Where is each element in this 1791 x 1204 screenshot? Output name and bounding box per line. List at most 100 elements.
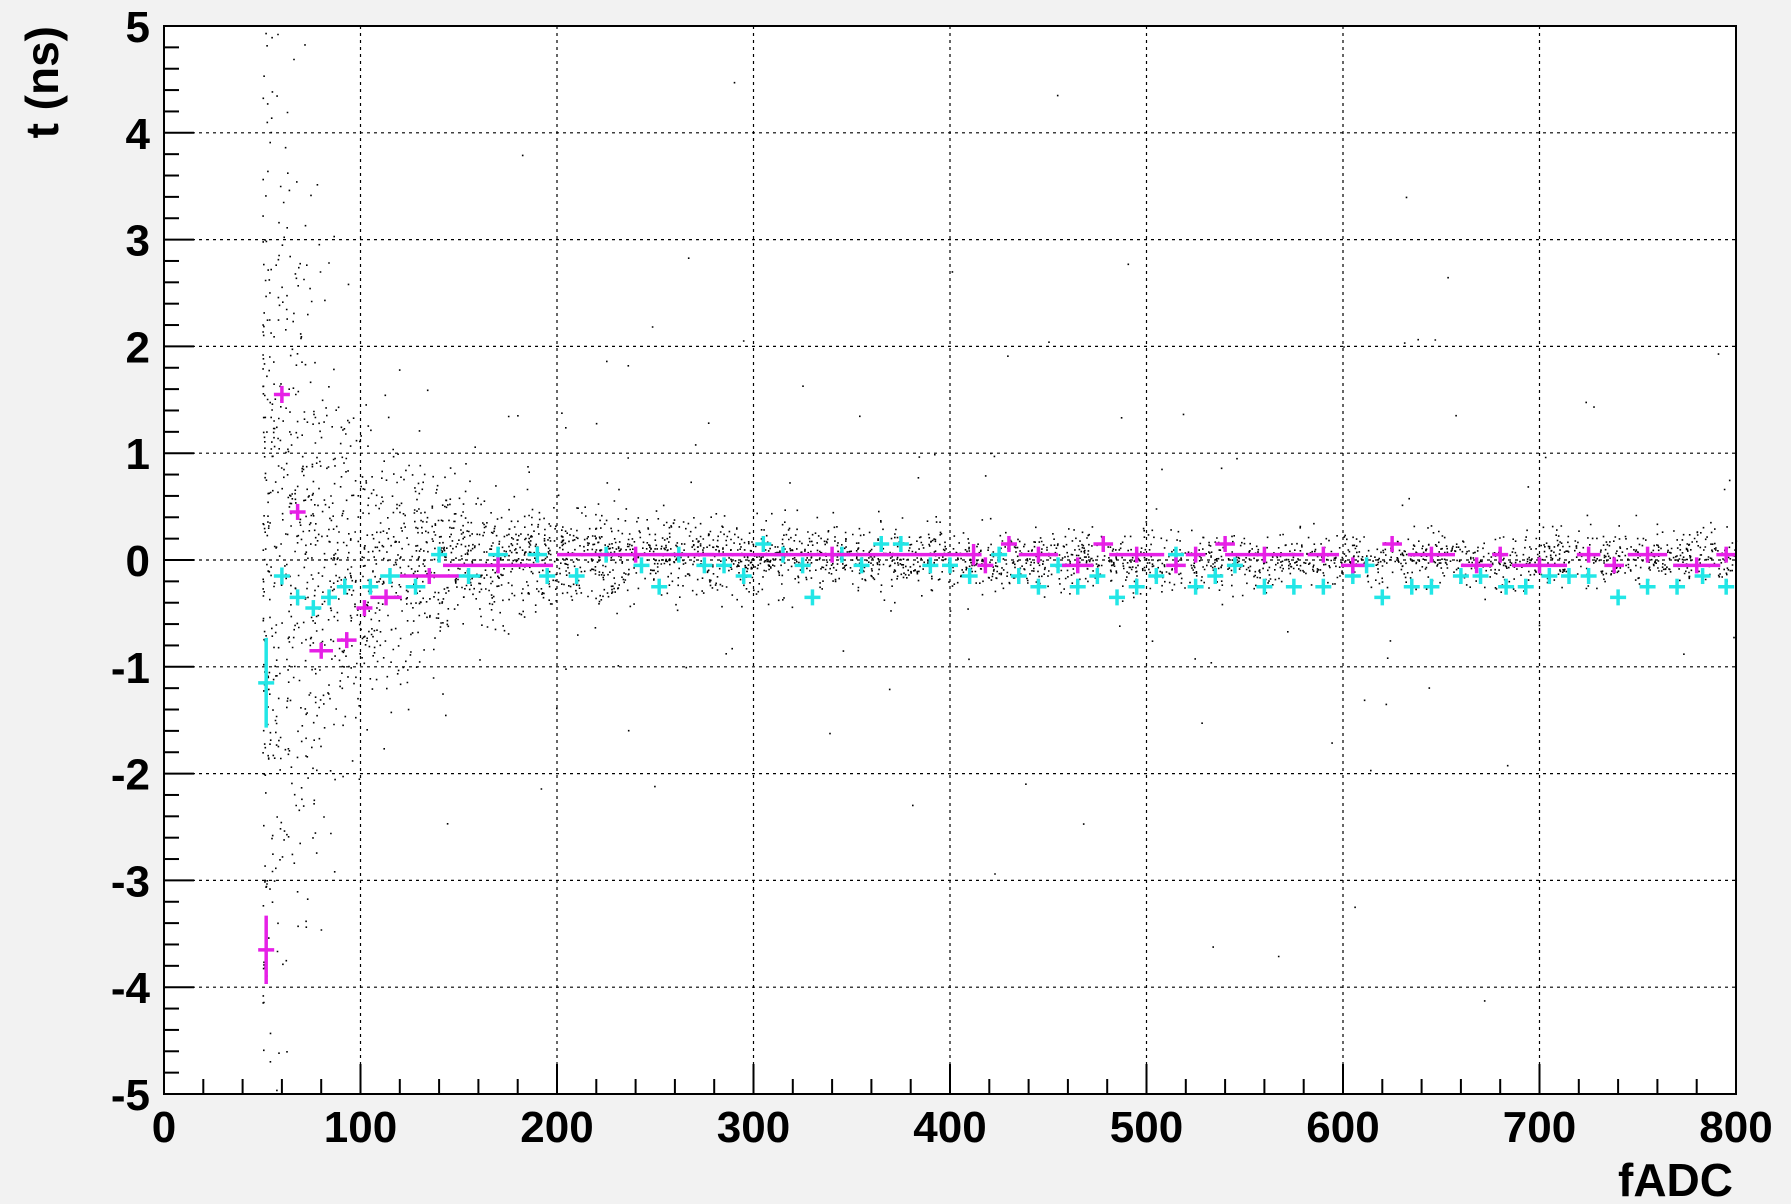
magenta-point	[694, 546, 970, 563]
cyan-point	[633, 557, 650, 574]
cyan-point	[1694, 568, 1711, 585]
magenta-point	[1407, 546, 1456, 563]
magenta-point	[309, 642, 333, 659]
magenta-point	[336, 632, 357, 649]
magenta-point	[1215, 535, 1235, 552]
magenta-point	[1511, 557, 1568, 574]
x-tick-label: 100	[324, 1103, 397, 1152]
y-tick-label: -3	[111, 857, 150, 906]
cyan-point	[273, 567, 290, 585]
magenta-point	[977, 557, 994, 574]
cyan-point	[873, 535, 890, 552]
cyan-point	[735, 568, 752, 585]
cyan-point	[1226, 557, 1243, 574]
cyan-point	[405, 578, 426, 595]
cyan-point	[321, 589, 338, 606]
cyan-point	[380, 568, 400, 585]
cyan-point	[1256, 578, 1273, 595]
magenta-point	[1382, 535, 1402, 552]
cyan-point	[1285, 578, 1302, 595]
cyan-point	[1423, 578, 1440, 595]
cyan-point	[1030, 578, 1047, 595]
magenta-point	[258, 915, 275, 984]
cyan-point	[527, 546, 548, 563]
magenta-point	[1576, 546, 1601, 563]
cyan-point	[1207, 568, 1224, 585]
cyan-point	[1472, 568, 1489, 585]
magenta-point	[1673, 557, 1721, 574]
cyan-point	[1639, 578, 1656, 595]
cyan-point	[892, 535, 909, 552]
cyan-point	[942, 557, 958, 574]
cyan-point	[716, 557, 733, 574]
cyan-point	[1452, 568, 1469, 585]
cyan-point	[794, 557, 811, 574]
cyan-point	[755, 535, 772, 552]
cyan-point	[1069, 578, 1086, 595]
magenta-point	[370, 589, 402, 606]
cyan-point	[258, 637, 275, 728]
cyan-point	[431, 546, 448, 563]
cyan-point	[568, 568, 585, 585]
cyan-point	[456, 568, 481, 585]
magenta-point	[399, 568, 459, 585]
cyan-point	[336, 578, 353, 595]
cyan-point	[1374, 589, 1391, 606]
cyan-point	[1560, 568, 1577, 585]
profile-series	[258, 385, 1736, 984]
magenta-point	[273, 385, 290, 404]
magenta-point	[1062, 557, 1094, 574]
cyan-point	[1010, 568, 1027, 585]
cyan-point	[922, 557, 939, 574]
magenta-point	[1307, 546, 1340, 563]
x-tick-label: 800	[1699, 1103, 1772, 1152]
magenta-point	[1460, 557, 1493, 574]
cyan-point	[991, 546, 1008, 563]
y-tick-label: 1	[126, 430, 150, 479]
magenta-point	[1018, 546, 1059, 563]
x-tick-label: 200	[520, 1103, 593, 1152]
y-tick-label: -1	[111, 644, 150, 693]
magenta-point	[443, 557, 554, 574]
magenta-point	[1492, 546, 1509, 563]
magenta-point	[1166, 557, 1186, 574]
cyan-point	[853, 557, 870, 574]
cyan-point	[539, 568, 556, 585]
cyan-point	[1089, 568, 1106, 585]
y-tick-label: -2	[111, 751, 150, 800]
cyan-point	[1517, 578, 1534, 595]
cyan-point	[1718, 578, 1735, 595]
x-tick-label: 0	[152, 1103, 176, 1152]
cyan-point	[1109, 589, 1126, 606]
x-tick-label: 600	[1306, 1103, 1379, 1152]
x-tick-label: 400	[913, 1103, 986, 1152]
cyan-point	[961, 568, 978, 585]
x-tick-label: 500	[1110, 1103, 1183, 1152]
axis-ticks	[163, 25, 1737, 1095]
magenta-point	[1341, 557, 1365, 574]
cyan-point	[305, 600, 322, 617]
magenta-point	[1000, 535, 1017, 552]
cyan-point	[696, 557, 713, 574]
cyan-point	[1610, 589, 1627, 606]
cyan-point	[804, 589, 821, 606]
cyan-point	[1580, 568, 1597, 585]
cyan-point	[289, 589, 306, 606]
cyan-point	[1148, 568, 1165, 585]
y-tick-label: 2	[126, 323, 150, 372]
cyan-point	[362, 578, 379, 595]
magenta-point	[1185, 546, 1206, 563]
y-tick-label: 5	[126, 3, 150, 52]
cyan-point	[1187, 578, 1204, 595]
cyan-point	[1498, 578, 1515, 595]
y-tick-label: 0	[126, 537, 150, 586]
cyan-point	[1403, 578, 1420, 595]
magenta-point	[1627, 546, 1668, 563]
cyan-point	[651, 578, 668, 595]
x-tick-labels: 0 100 200 300 400 500 600 700 800	[152, 1103, 1773, 1152]
magenta-point	[1604, 557, 1624, 574]
y-tick-labels: -5 -4 -3 -2 -1 0 1 2 3 4 5	[111, 3, 151, 1120]
magenta-point	[1109, 546, 1165, 563]
magenta-point	[965, 543, 982, 566]
